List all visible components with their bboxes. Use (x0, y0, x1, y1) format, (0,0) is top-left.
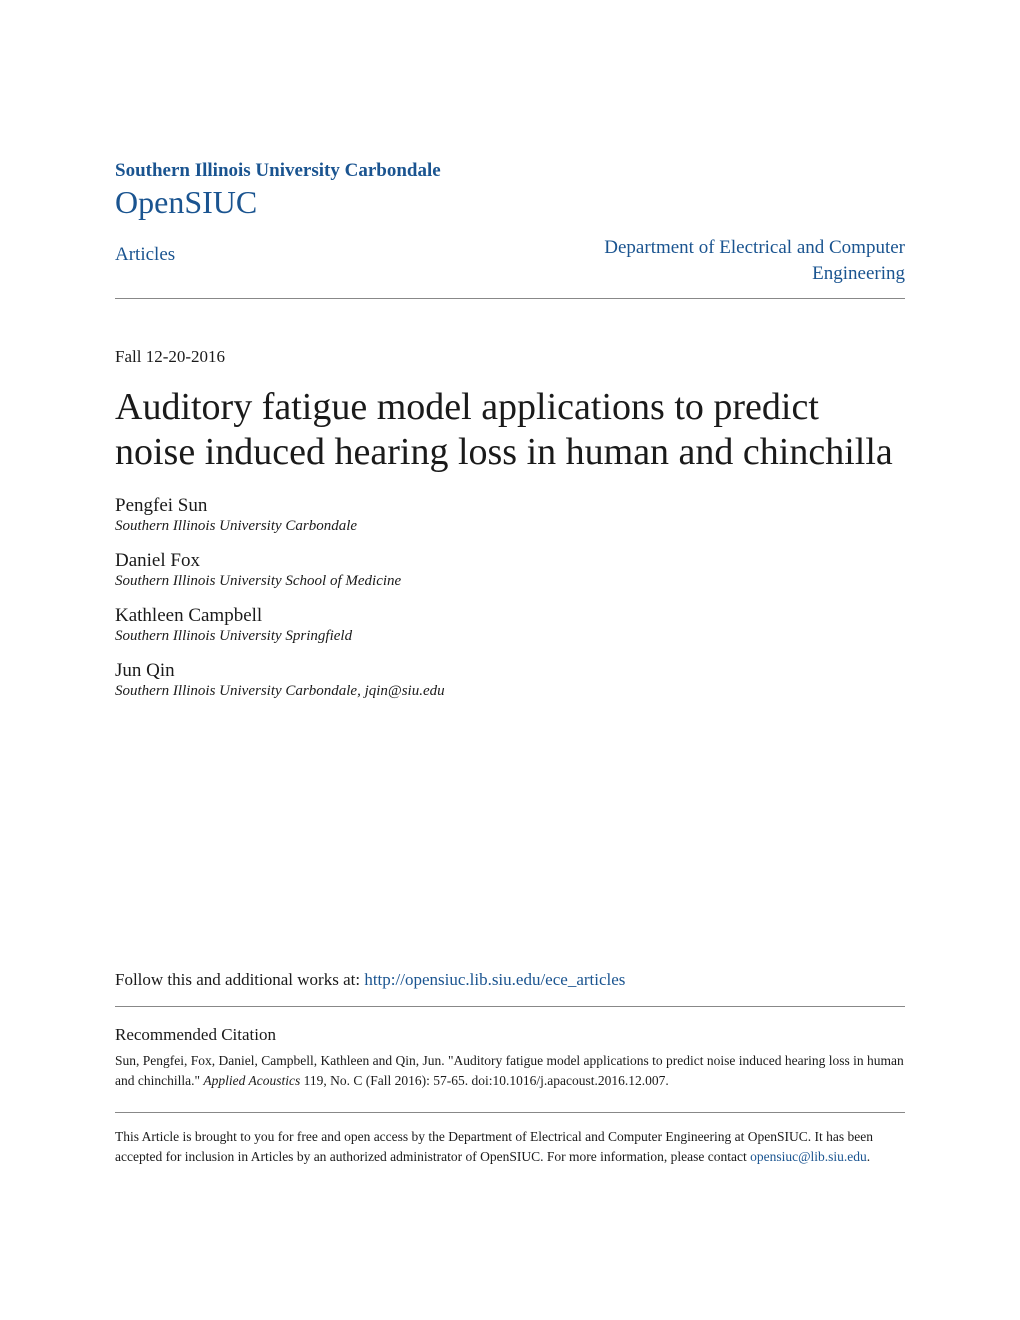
citation-suffix: 119, No. C (Fall 2016): 57-65. doi:10.10… (300, 1073, 668, 1088)
author-name: Pengfei Sun (115, 495, 905, 517)
author-name: Daniel Fox (115, 550, 905, 572)
follow-url-link[interactable]: http://opensiuc.lib.siu.edu/ece_articles (364, 970, 625, 989)
nav-row: Articles Department of Electrical and Co… (115, 235, 905, 299)
author-affiliation: Southern Illinois University Carbondale,… (115, 683, 905, 700)
author-affiliation: Southern Illinois University Carbondale (115, 518, 905, 535)
nav-articles-link[interactable]: Articles (115, 235, 175, 266)
author-name: Kathleen Campbell (115, 605, 905, 627)
author-block: Jun Qin Southern Illinois University Car… (115, 660, 905, 700)
citation-section: Recommended Citation Sun, Pengfei, Fox, … (115, 1025, 905, 1113)
follow-prefix: Follow this and additional works at: (115, 970, 364, 989)
repository-name-link[interactable]: OpenSIUC (115, 184, 905, 221)
author-block: Daniel Fox Southern Illinois University … (115, 550, 905, 590)
follow-section: Follow this and additional works at: htt… (115, 970, 905, 1007)
citation-heading: Recommended Citation (115, 1025, 905, 1045)
footer-email-link[interactable]: opensiuc@lib.siu.edu (750, 1149, 867, 1164)
article-title: Auditory fatigue model applications to p… (115, 385, 905, 475)
publication-date: Fall 12-20-2016 (115, 347, 905, 367)
citation-journal: Applied Acoustics (203, 1073, 300, 1088)
footer-suffix: . (867, 1149, 870, 1164)
spacer (115, 780, 905, 970)
header-section: Southern Illinois University Carbondale … (115, 160, 905, 221)
citation-text: Sun, Pengfei, Fox, Daniel, Campbell, Kat… (115, 1051, 905, 1090)
author-block: Pengfei Sun Southern Illinois University… (115, 495, 905, 535)
authors-section: Pengfei Sun Southern Illinois University… (115, 495, 905, 700)
author-affiliation: Southern Illinois University Springfield (115, 628, 905, 645)
author-name: Jun Qin (115, 660, 905, 682)
author-block: Kathleen Campbell Southern Illinois Univ… (115, 605, 905, 645)
author-affiliation: Southern Illinois University School of M… (115, 573, 905, 590)
university-name: Southern Illinois University Carbondale (115, 160, 905, 182)
nav-department-link[interactable]: Department of Electrical and Computer En… (565, 235, 905, 286)
footer-text: This Article is brought to you for free … (115, 1127, 905, 1166)
